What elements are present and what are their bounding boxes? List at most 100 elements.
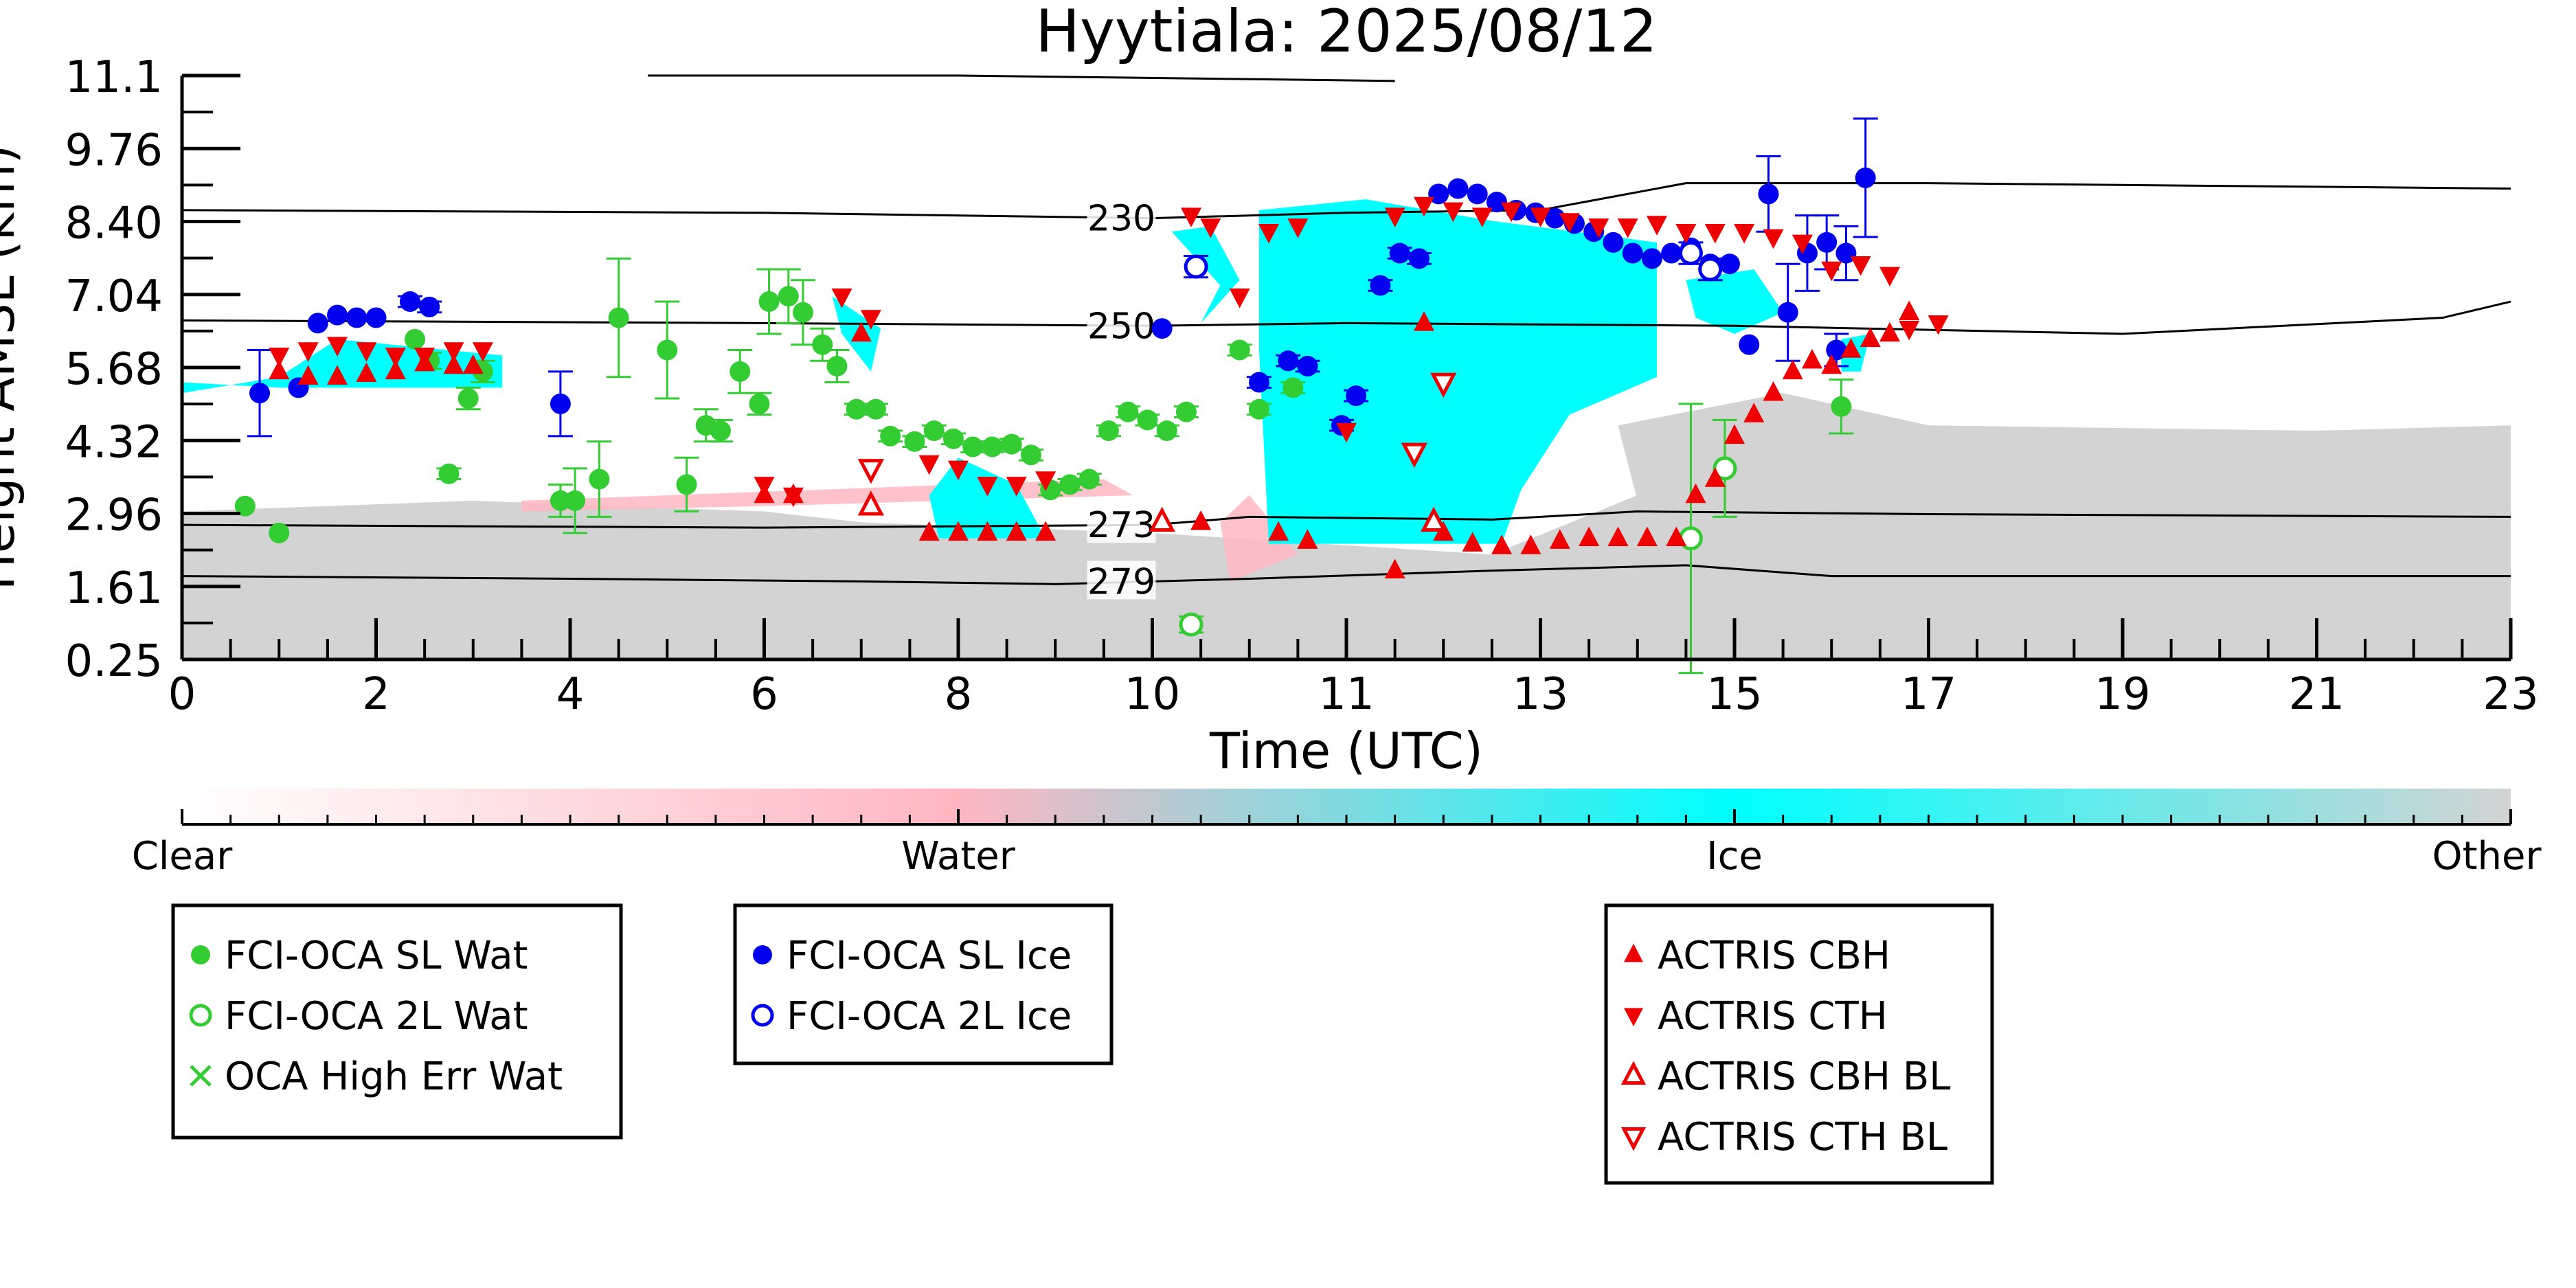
point-actris-cth-20 [1258,223,1279,244]
point-fci-oca-sl-ice-40 [1855,167,1876,188]
point-fci-oca-sl-ice-15 [1370,275,1391,296]
point-fci-oca-sl-wat-21 [826,356,848,377]
legend-marker-fci-oca-2l-wat [189,1004,212,1027]
point-actris-cth-19 [1229,288,1250,308]
point-actris-cbh-29 [1666,526,1687,546]
legend-group-1: FCI-OCA SL Wat FCI-OCA 2L Wat OCA High Err… [171,903,623,1140]
point-actris-cth-38 [1821,261,1842,282]
axes: 0 2 4 6 8 10 11 13 15 17 19 21 23 0.25 1.61 2.96 4.32 5.6… [65,52,2539,720]
legend-marker-oca-high-err-wat [190,1065,212,1087]
point-fci-oca-sl-wat-24 [880,425,901,447]
point-actris-cbh-32 [1724,424,1745,444]
point-fci-oca-sl-wat-36 [1118,401,1139,422]
contour-label-bg [1087,504,1156,543]
point-actris-cbh-22 [1462,532,1483,552]
legend-group-3: ACTRIS CBH ACTRIS CTH ACTRIS CBH BL ACTRIS … [1604,903,1994,1185]
point-actris-cth-29 [1559,213,1580,233]
point-fci-oca-sl-wat-11 [657,339,678,361]
point-fci-oca-sl-ice-7 [419,296,440,317]
point-actris-cth-30 [1588,218,1609,238]
point-fci-oca-sl-ice-34 [1739,334,1760,355]
point-fci-oca-sl-ice-0 [249,383,270,404]
point-actris-cth-34 [1704,223,1726,244]
point-fci-oca-sl-wat-17 [758,291,780,313]
legend-marker-fci-oca-sl-wat [191,945,210,964]
point-fci-oca-sl-wat-20 [812,334,833,355]
x-tick-label-13: 13 [1513,669,1568,720]
cross-stroke-b [190,1065,212,1087]
point-actris-cbh-0 [269,359,290,380]
point-actris-cth-32 [1647,216,1667,236]
legend-marker-actris-cbh [1624,943,1643,962]
point-fci-oca-sl-ice-6 [399,291,420,313]
point-actris-cbh-37 [1821,354,1842,374]
point-actris-cth-36 [1763,229,1784,249]
point-actris-cth-18 [1200,218,1221,238]
point-fci-oca-sl-wat-19 [793,302,813,323]
point-actris-cth-8 [754,477,775,497]
x-tick-label-10: 10 [1125,669,1180,720]
point-fci-oca-sl-wat-43 [1831,396,1852,417]
y-tick-label-5.68: 5.68 [65,344,163,395]
point-fci-oca-sl-ice-28 [1622,242,1643,264]
point-fci-oca-sl-wat-33 [1059,474,1081,495]
chart-title: Hyytiala: 2025/08/12 [1035,0,1657,66]
y-axis-label: Height AMSL (km) [0,145,25,591]
point-actris-cth-26 [1471,207,1493,227]
point-actris-cbh-23 [1491,534,1512,554]
contour-label-230: 230 [1087,199,1155,240]
legend-label-actris-cth: ACTRIS CTH [1658,994,1888,1039]
point-actris-cbh-15 [1035,521,1057,541]
contour-label-273: 273 [1087,505,1155,546]
point-fci-oca-sl-wat-16 [749,393,770,414]
point-actris-cth-39 [1850,256,1871,276]
point-fci-oca-sl-ice-20 [1467,183,1488,205]
y-tick-label-4.32: 4.32 [65,417,163,468]
point-actris-cbh-31 [1704,467,1726,487]
point-actris-cbh-30 [1685,483,1706,504]
legend-marker-actris-cth-bl [1620,1127,1647,1151]
point-fci-oca-sl-wat-12 [676,474,697,495]
colorbar-label-water: Water [901,834,1016,879]
point-actris-cth-28 [1530,207,1551,227]
point-actris-cbh-14 [1006,521,1027,541]
legend-group-2: FCI-OCA SL Ice FCI-OCA 2L Ice [733,903,1114,1065]
point-fci-oca-sl-ice-16 [1389,242,1410,264]
point-actris-cbh-20 [1414,311,1434,331]
plot-area: 230 250 273 279 0 2 4 6 8 10 11 13 15 17 19 21 23 0.25 1.… [65,52,2539,720]
point-fci-oca-sl-wat-26 [923,420,945,442]
legend-marker-fci-oca-2l-ice [751,1004,774,1027]
point-fci-oca-sl-ice-8 [550,393,571,414]
series-actris-cbh [269,300,1920,578]
legend-label-fci-oca-2l-ice: FCI-OCA 2L Ice [787,994,1072,1039]
point-actris-cth-14 [977,477,998,497]
point-actris-cth-17 [1181,207,1201,227]
contour-label-250: 250 [1087,306,1155,347]
point-fci-oca-sl-wat-30 [1001,433,1022,455]
point-actris-cbh-2 [327,365,348,385]
contour-label-279: 279 [1087,561,1155,602]
point-actris-cth-bl-2 [1430,372,1457,398]
x-tick-label-4: 4 [556,669,585,720]
point-actris-cth-2 [327,337,348,357]
legend-label-actris-cbh: ACTRIS CBH [1658,934,1890,978]
x-tick-label-0: 0 [168,669,196,720]
point-actris-cth-9 [782,487,804,508]
point-actris-cth-bl-1 [1401,442,1428,468]
contour-line-top [648,74,1395,82]
contour-line-230 [181,182,2511,220]
point-actris-cbh-bl-0 [857,490,885,516]
colorbar-label-other: Other [2432,834,2542,879]
point-actris-cth-10 [831,288,852,308]
legend-label-fci-oca-sl-wat: FCI-OCA SL Wat [225,934,528,978]
point-fci-oca-sl-ice-5 [365,307,387,328]
series-actris-cth [269,196,1949,508]
point-actris-cbh-35 [1782,359,1803,380]
point-fci-oca-sl-wat-42 [1283,377,1304,398]
colorbar-label-clear: Clear [132,834,233,879]
point-actris-cbh-38 [1840,338,1862,358]
point-fci-oca-2l-wat-0 [1179,612,1204,637]
point-fci-oca-sl-wat-28 [962,436,984,457]
point-actris-cbh-13 [977,521,998,541]
